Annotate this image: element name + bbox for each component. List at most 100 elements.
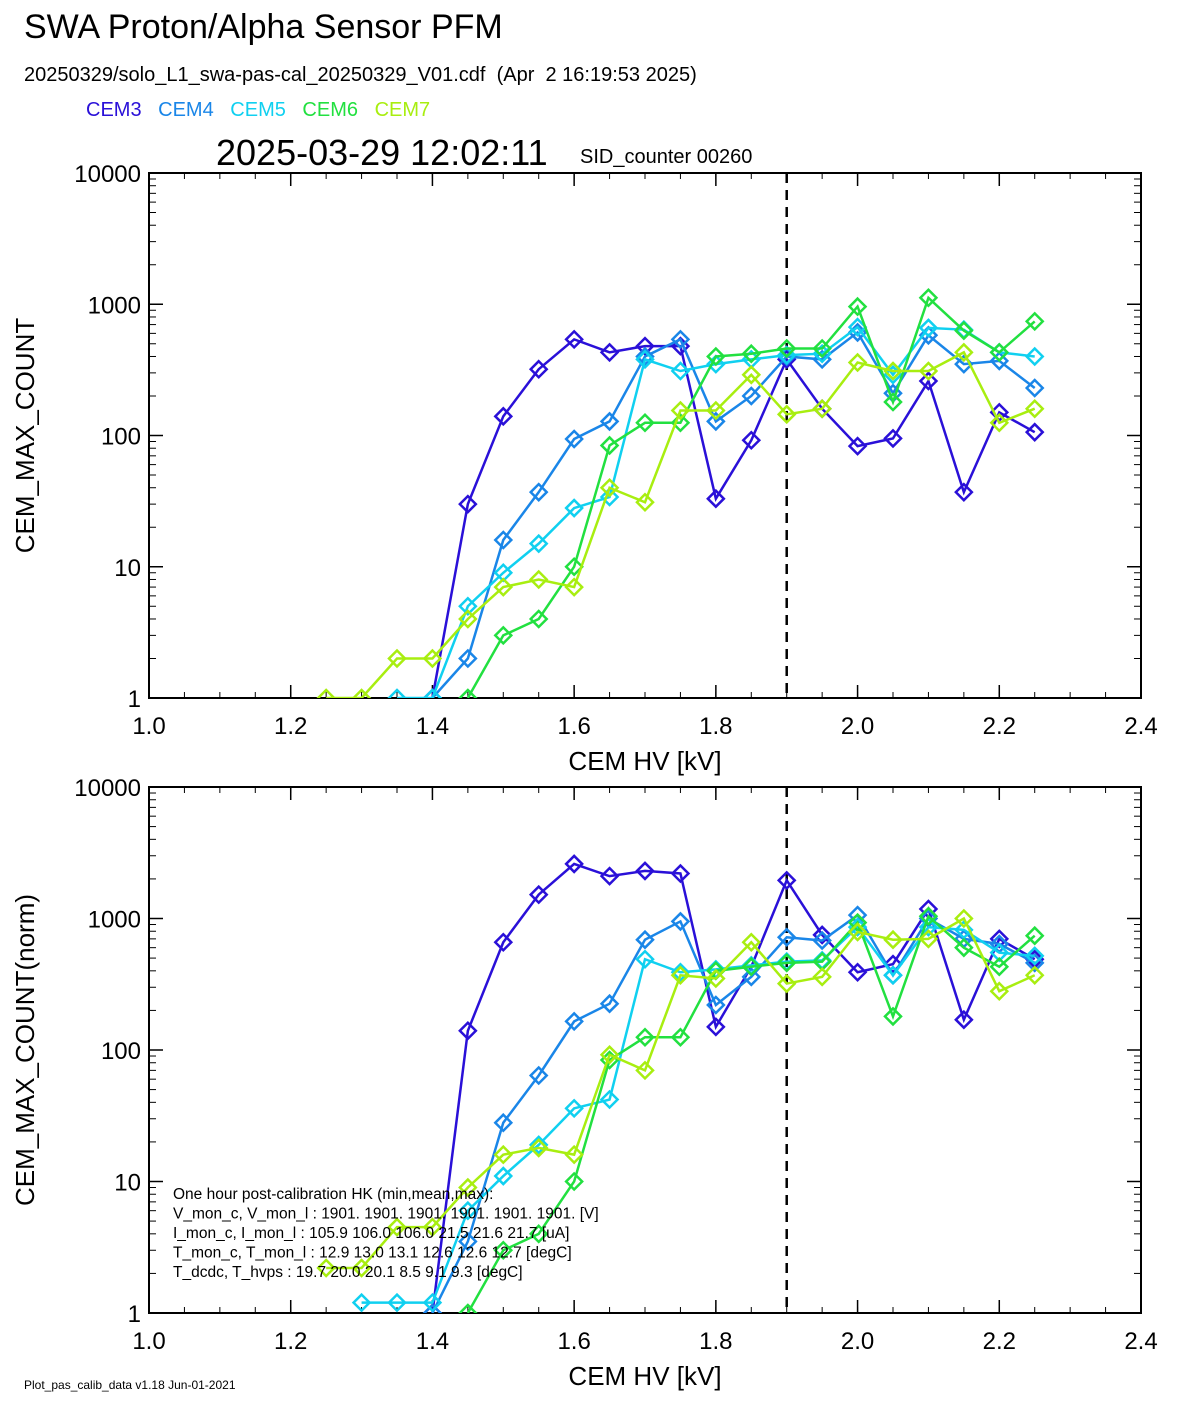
data-point-cem4	[635, 929, 655, 950]
data-point-cem6	[776, 953, 797, 973]
data-point-cem3	[635, 336, 655, 356]
chart-panel-1: 1.0 1.2 1.4 1.6 1.8 2.0 2.2 2.4 1 10 100 1000 10000 C…	[10, 161, 1158, 776]
data-point-cem6	[458, 1303, 478, 1313]
page-title: SWA Proton/Alpha Sensor PFM	[24, 8, 503, 46]
data-point-cem3	[458, 494, 478, 514]
data-point-cem4	[528, 1065, 549, 1086]
data-point-cem7	[883, 361, 903, 381]
data-point-cem7	[599, 477, 620, 498]
data-point-cem4	[812, 930, 832, 951]
data-point-cem7	[741, 932, 762, 952]
data-point-cem7	[493, 1144, 514, 1165]
data-point-cem6	[989, 342, 1010, 363]
x-tick-label: 1.6	[557, 1328, 590, 1355]
data-point-cem6	[918, 288, 939, 308]
data-point-cem3	[954, 482, 974, 502]
data-point-cem4	[706, 411, 726, 432]
data-point-cem6	[883, 392, 903, 412]
data-point-cem5	[989, 942, 1010, 963]
data-point-cem4	[635, 346, 655, 367]
data-point-cem7	[528, 569, 549, 590]
series-group	[316, 288, 1045, 698]
data-point-cem6	[812, 338, 832, 359]
data-point-cem7	[564, 1144, 584, 1165]
hk-line: V_mon_c, V_mon_l : 1901. 1901. 1901. 190…	[173, 1206, 599, 1223]
y-tick-label: 10000	[74, 775, 141, 802]
data-point-cem6	[847, 296, 868, 317]
data-point-cem5	[670, 361, 691, 381]
data-point-cem3	[528, 884, 549, 905]
data-point-cem6	[493, 625, 514, 646]
data-point-cem7	[670, 400, 691, 421]
x-tick-label: 2.0	[841, 713, 874, 740]
y-tick-label: 100	[101, 1038, 141, 1065]
data-point-cem6	[954, 320, 974, 341]
data-point-cem4	[458, 648, 478, 669]
x-tick-label: 1.0	[132, 1328, 165, 1355]
data-point-cem4	[706, 995, 726, 1015]
x-tick-label: 1.8	[699, 1328, 732, 1355]
data-point-cem6	[599, 435, 620, 456]
data-point-cem6	[1024, 311, 1045, 332]
x-tick-label: 1.0	[132, 713, 165, 740]
data-point-cem5	[635, 349, 655, 370]
legend-entry-cem4: CEM4	[158, 99, 214, 121]
data-point-cem5	[528, 533, 549, 554]
data-point-cem5	[918, 318, 939, 338]
data-point-cem5	[564, 1098, 584, 1119]
data-point-cem7	[316, 688, 336, 698]
data-point-cem7	[564, 577, 584, 597]
y-tick-label: 100	[101, 424, 141, 451]
y-axis-label: CEM_MAX_COUNT(norm)	[10, 894, 40, 1206]
data-point-cem6	[847, 912, 868, 933]
data-point-cem7	[812, 398, 832, 419]
data-point-cem3	[706, 1017, 726, 1037]
x-tick-label: 2.4	[1124, 713, 1157, 740]
data-point-cem7	[954, 908, 974, 929]
data-point-cem7	[599, 1044, 620, 1065]
data-point-cem4	[458, 1231, 478, 1252]
series-line-cem4	[431, 330, 1036, 698]
data-point-cem6	[670, 413, 691, 433]
data-point-cem6	[458, 688, 478, 698]
x-tick-label: 2.2	[983, 713, 1016, 740]
legend-entry-cem3: CEM3	[86, 99, 142, 121]
sid-counter: SID_counter 00260	[580, 146, 753, 168]
data-point-cem7	[458, 609, 478, 629]
data-point-cem5	[458, 596, 478, 617]
data-point-cem7	[493, 577, 514, 597]
data-point-cem3	[847, 436, 868, 456]
data-point-cem3	[989, 929, 1010, 949]
legend-entry-cem5: CEM5	[230, 99, 286, 121]
data-point-cem4	[528, 482, 549, 502]
data-point-cem6	[706, 346, 726, 367]
data-point-cem7	[422, 648, 443, 669]
x-tick-label: 2.4	[1124, 1328, 1157, 1355]
data-point-cem4	[741, 967, 762, 987]
data-point-cem7	[458, 1177, 478, 1198]
data-point-cem7	[706, 400, 726, 421]
data-point-cem4	[493, 530, 514, 550]
data-point-cem3	[599, 866, 620, 886]
x-tick-label: 1.8	[699, 713, 732, 740]
y-tick-label: 1000	[88, 292, 141, 319]
data-point-cem3	[776, 870, 797, 891]
data-point-cem7	[918, 361, 939, 381]
data-point-cem5	[564, 498, 584, 518]
data-point-cem7	[1024, 398, 1045, 419]
x-tick-label: 2.2	[983, 1328, 1016, 1355]
data-point-cem3	[883, 428, 903, 449]
data-point-cem6	[528, 1224, 549, 1244]
data-point-cem3	[458, 1021, 478, 1041]
data-point-cem7	[422, 1217, 443, 1237]
data-point-cem5	[351, 1292, 372, 1313]
data-point-cem7	[812, 967, 832, 987]
data-point-cem4	[422, 1303, 443, 1313]
data-point-cem4	[564, 429, 584, 449]
data-point-cem5	[918, 917, 939, 937]
data-point-cem5	[670, 962, 691, 983]
y-tick-label: 10	[114, 555, 141, 582]
data-point-cem5	[635, 949, 655, 970]
data-point-cem3	[918, 371, 939, 391]
data-point-cem6	[918, 906, 939, 927]
